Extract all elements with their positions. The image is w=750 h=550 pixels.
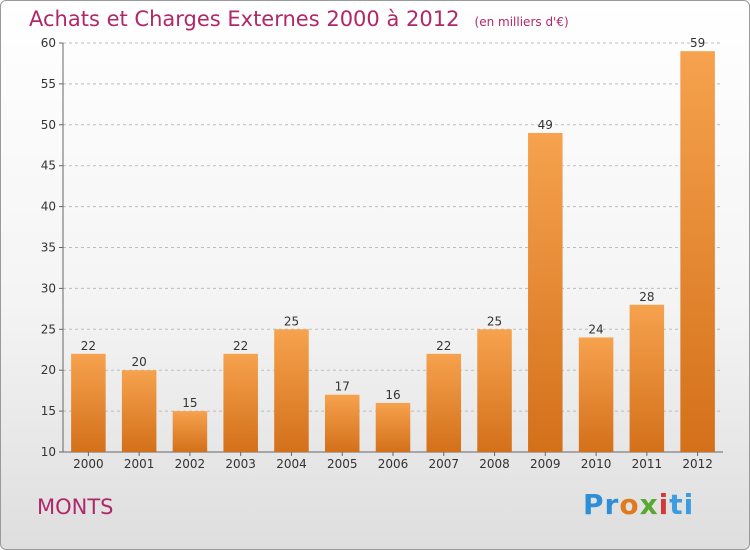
y-tick-label: 30 bbox=[41, 281, 56, 295]
bar bbox=[121, 370, 157, 452]
y-tick-label: 15 bbox=[41, 404, 56, 418]
logo-part: ti bbox=[669, 488, 695, 521]
x-tick-label: 2005 bbox=[327, 457, 358, 471]
logo-part: Pr bbox=[583, 488, 620, 521]
bar bbox=[426, 353, 462, 452]
proxiti-logo: Proxiti bbox=[583, 488, 694, 521]
y-tick-label: 60 bbox=[41, 36, 56, 50]
x-tick-label: 2006 bbox=[378, 457, 409, 471]
x-tick-label: 2011 bbox=[632, 457, 663, 471]
bar bbox=[223, 353, 258, 452]
y-tick-label: 25 bbox=[41, 322, 56, 336]
data-label: 20 bbox=[132, 355, 147, 369]
x-tick-label: 2012 bbox=[682, 457, 713, 471]
data-label: 25 bbox=[284, 314, 299, 328]
bars bbox=[71, 51, 715, 453]
x-tick-label: 2010 bbox=[581, 457, 612, 471]
x-tick-label: 2004 bbox=[276, 457, 307, 471]
x-tick-label: 2007 bbox=[428, 457, 459, 471]
axes: 10 15 20 25 30 35 40 45 50 55 60 2000 2001 2002 2003 20… bbox=[41, 36, 723, 471]
bar bbox=[578, 337, 614, 452]
bar bbox=[629, 304, 665, 452]
data-label: 59 bbox=[690, 36, 705, 50]
bar bbox=[71, 353, 106, 452]
data-label: 17 bbox=[335, 380, 350, 394]
data-labels: 22 20 15 22 25 17 16 22 25 49 24 28 59 bbox=[81, 36, 706, 410]
x-tick-label: 2002 bbox=[175, 457, 206, 471]
chart-title: Achats et Charges Externes 2000 à 2012 (… bbox=[29, 7, 569, 31]
bar bbox=[477, 329, 512, 452]
y-tick-label: 10 bbox=[41, 445, 56, 459]
y-tick-label: 20 bbox=[41, 363, 56, 377]
x-tick-label: 2000 bbox=[73, 457, 104, 471]
y-tick-label: 45 bbox=[41, 159, 56, 173]
data-label: 22 bbox=[233, 339, 248, 353]
bar bbox=[680, 51, 715, 453]
y-tick-label: 55 bbox=[41, 77, 56, 91]
x-tick-label: 2001 bbox=[124, 457, 155, 471]
chart-unit-label: (en milliers d'€) bbox=[474, 15, 569, 29]
y-tick-label: 50 bbox=[41, 118, 56, 132]
data-label: 15 bbox=[182, 396, 197, 410]
logo-part: x bbox=[639, 488, 659, 521]
logo-part: i bbox=[658, 488, 670, 521]
bar bbox=[528, 132, 563, 453]
data-label: 24 bbox=[588, 322, 603, 336]
data-label: 16 bbox=[385, 388, 400, 402]
data-label: 28 bbox=[639, 290, 654, 304]
data-label: 25 bbox=[487, 314, 502, 328]
grid-lines bbox=[63, 42, 723, 412]
y-tick-label: 35 bbox=[41, 241, 56, 255]
bar bbox=[274, 329, 309, 452]
chart-title-text: Achats et Charges Externes 2000 à 2012 bbox=[29, 7, 460, 31]
place-name: MONTS bbox=[37, 495, 114, 519]
bar bbox=[375, 402, 411, 452]
x-tick-label: 2008 bbox=[479, 457, 510, 471]
bar bbox=[172, 411, 208, 452]
data-label: 49 bbox=[538, 118, 553, 132]
logo-part: o bbox=[619, 488, 640, 521]
data-label: 22 bbox=[81, 339, 96, 353]
x-tick-label: 2003 bbox=[225, 457, 256, 471]
y-tick-label: 40 bbox=[41, 200, 56, 214]
bar bbox=[324, 394, 360, 452]
data-label: 22 bbox=[436, 339, 451, 353]
x-tick-label: 2009 bbox=[530, 457, 561, 471]
